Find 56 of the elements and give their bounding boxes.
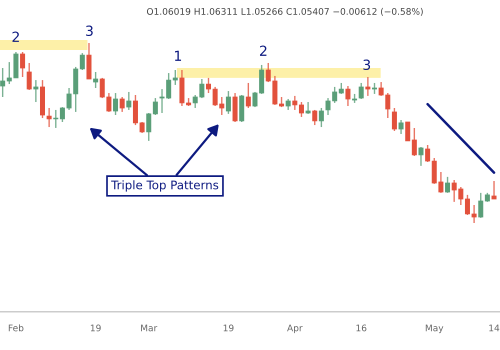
candlestick (246, 82, 251, 109)
candlestick (86, 42, 92, 80)
candlestick (93, 71, 98, 89)
candlestick (172, 69, 178, 86)
text: O1.06019 H1.06311 L1.05266 C1.05407 −0.00612 (−0.58%) (146, 8, 423, 16)
candlestick (372, 82, 378, 95)
candlestick (358, 82, 364, 100)
candlestick (286, 98, 291, 111)
x-tick-label: 14 (489, 324, 500, 332)
x-tick-label: 19 (90, 324, 101, 332)
candlestick (405, 122, 410, 142)
candlestick (398, 119, 404, 135)
candlestick (80, 52, 85, 71)
candlestick (412, 127, 417, 157)
x-tick-label: Apr (287, 324, 303, 334)
candlestick (192, 94, 198, 109)
annotation: 3 (363, 60, 370, 70)
candlestick (318, 107, 324, 128)
candlestick (46, 107, 52, 128)
candlestick (478, 192, 484, 219)
text: 2 (12, 32, 19, 42)
candlestick (492, 180, 497, 200)
candlestick (378, 81, 384, 97)
candlestick (0, 67, 6, 98)
candlestick (199, 78, 204, 99)
x-tick-label: May (426, 324, 444, 334)
annotation: 1 (175, 50, 182, 61)
candlestick (120, 96, 125, 113)
candlestick (126, 91, 132, 111)
annotation: 2 (260, 46, 266, 56)
annotation: Triple Top Patterns (111, 180, 218, 192)
candlestick (306, 101, 311, 115)
candlestick (152, 97, 158, 116)
x-tick-label: 16 (356, 324, 366, 332)
text: 3 (86, 26, 93, 36)
candlestick (392, 107, 397, 132)
candlestick (146, 112, 152, 142)
candlestick (385, 92, 390, 119)
candlestick (445, 176, 450, 194)
candlestick (26, 62, 32, 91)
x-tick-label: Feb (8, 324, 24, 332)
candlestick (219, 96, 224, 116)
candlestick (338, 82, 344, 95)
candlestick (345, 85, 350, 107)
candlestick (418, 146, 424, 167)
candlestick (113, 92, 118, 116)
candlestick (232, 92, 238, 123)
x-tick-label: Mar (141, 324, 158, 332)
candlestick (312, 109, 318, 126)
candlestick (226, 90, 231, 115)
candlestick (452, 179, 457, 203)
candlestick (365, 76, 370, 97)
candlestick (20, 51, 26, 78)
candlestick (33, 79, 38, 103)
x-tick-label: 19 (224, 324, 234, 332)
candlestick (425, 144, 430, 163)
